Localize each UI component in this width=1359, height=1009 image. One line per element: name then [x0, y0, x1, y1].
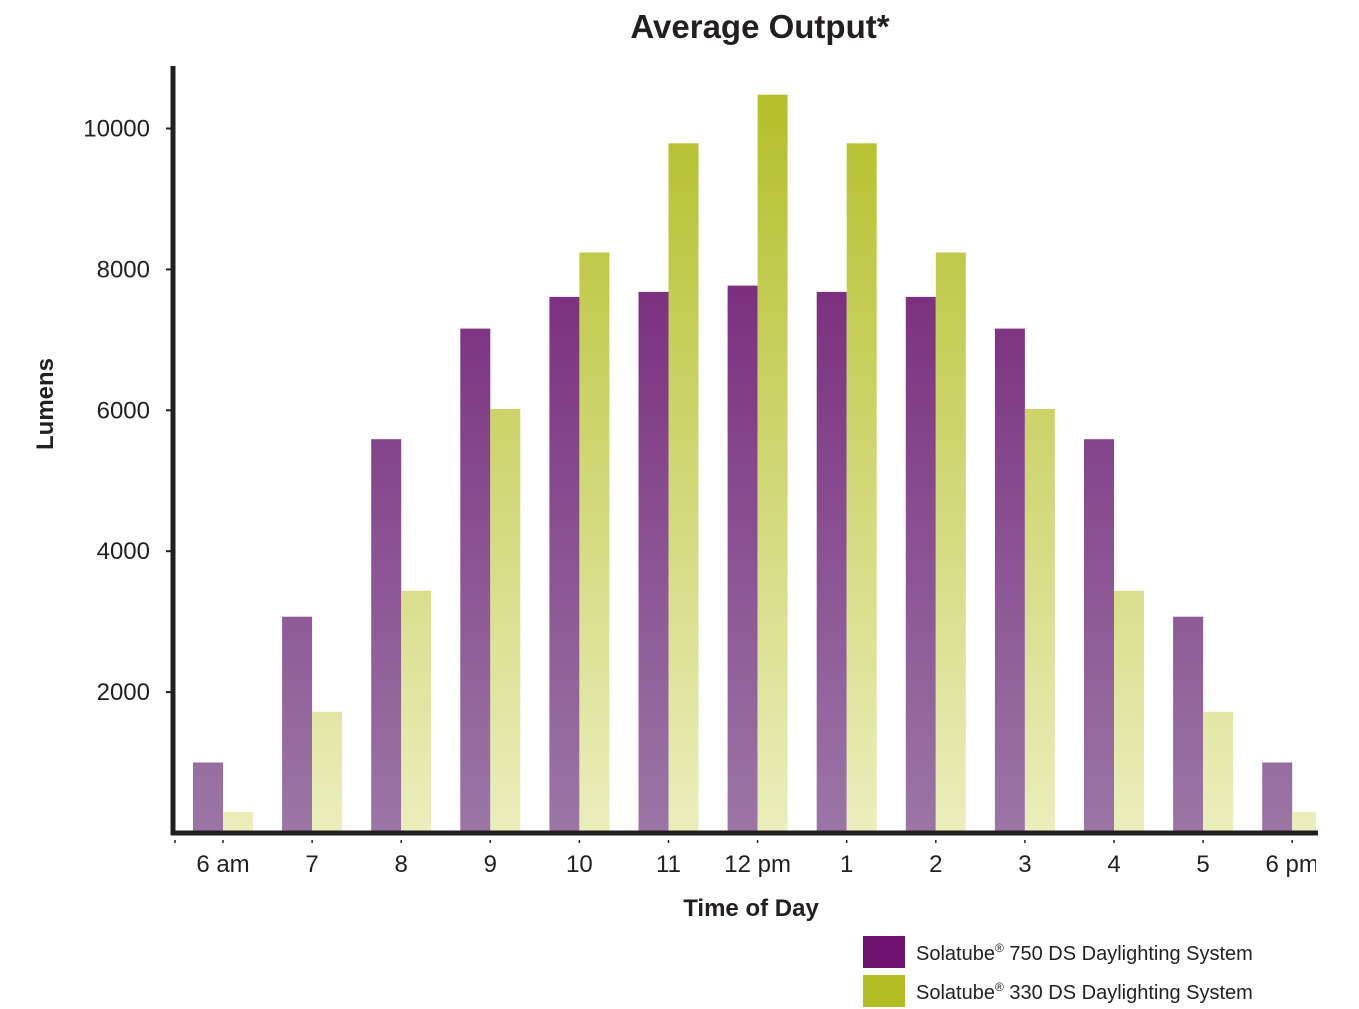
bar-series-2-2 [936, 253, 966, 834]
bar-series-2-6-pm [1292, 812, 1322, 833]
bar-series-1-6-am [193, 763, 223, 834]
y-tick-label: 2000 [97, 679, 150, 706]
y-tick-label: 10000 [83, 116, 150, 143]
x-tick-label: 1 [840, 851, 853, 878]
x-axis-ticks: 6 am 7 8 9 10 11 12 pm 1 2 3 4 5 6 pm [175, 833, 1319, 878]
bar-series-2-10 [579, 253, 609, 834]
legend-swatch-1 [863, 936, 905, 968]
bar-series-1-12-pm [728, 286, 758, 833]
bar-series-2-4 [1114, 591, 1144, 833]
bar-series-2-9 [490, 409, 520, 833]
x-tick-label: 8 [395, 851, 408, 878]
x-axis-title: Time of Day [683, 895, 819, 922]
bar-series-2-5 [1203, 712, 1233, 833]
chart-title: Average Output* [630, 8, 889, 45]
x-tick-label: 6 pm [1266, 851, 1319, 878]
x-tick-label: 10 [566, 851, 593, 878]
legend-swatch-2 [863, 975, 905, 1007]
bar-series-2-7 [312, 712, 342, 833]
bar-series-1-11 [639, 292, 669, 833]
x-tick-label: 6 am [196, 851, 249, 878]
bar-series-2-6-am [223, 812, 253, 833]
bar-series-1-8 [371, 439, 401, 833]
bar-series-2-8 [401, 591, 431, 833]
bar-series-1-7 [282, 617, 312, 833]
x-tick-label: 4 [1107, 851, 1120, 878]
x-tick-label: 12 pm [724, 851, 791, 878]
legend: Solatube® 750 DS Daylighting System Solat… [863, 936, 1253, 1007]
bar-series-2-11 [669, 143, 699, 833]
x-tick-label: 3 [1018, 851, 1031, 878]
bar-series-2-1 [847, 143, 877, 833]
x-tick-label: 5 [1196, 851, 1209, 878]
y-axis-title: Lumens [32, 358, 59, 450]
bar-series-1-9 [460, 329, 490, 833]
bar-series-1-10 [549, 297, 579, 833]
bar-series-2-3 [1025, 409, 1055, 833]
bars-layer [193, 95, 1322, 833]
bar-series-1-2 [906, 297, 936, 833]
bar-series-1-3 [995, 329, 1025, 833]
bar-series-1-5 [1173, 617, 1203, 833]
bar-series-1-6-pm [1262, 763, 1292, 834]
y-tick-label: 6000 [97, 397, 150, 424]
x-tick-label: 9 [484, 851, 497, 878]
x-tick-label: 7 [305, 851, 318, 878]
bar-series-2-12-pm [758, 95, 788, 833]
x-tick-label: 11 [656, 851, 681, 878]
bar-series-1-4 [1084, 439, 1114, 833]
y-axis-ticks: 2000 4000 6000 8000 10000 [83, 116, 173, 707]
bar-series-1-1 [817, 292, 847, 833]
x-tick-label: 2 [929, 851, 942, 878]
legend-label-1: Solatube® 750 DS Daylighting System [916, 941, 1253, 965]
y-tick-label: 4000 [97, 538, 150, 565]
y-tick-label: 8000 [97, 256, 150, 283]
legend-label-2: Solatube® 330 DS Daylighting System [916, 980, 1253, 1004]
